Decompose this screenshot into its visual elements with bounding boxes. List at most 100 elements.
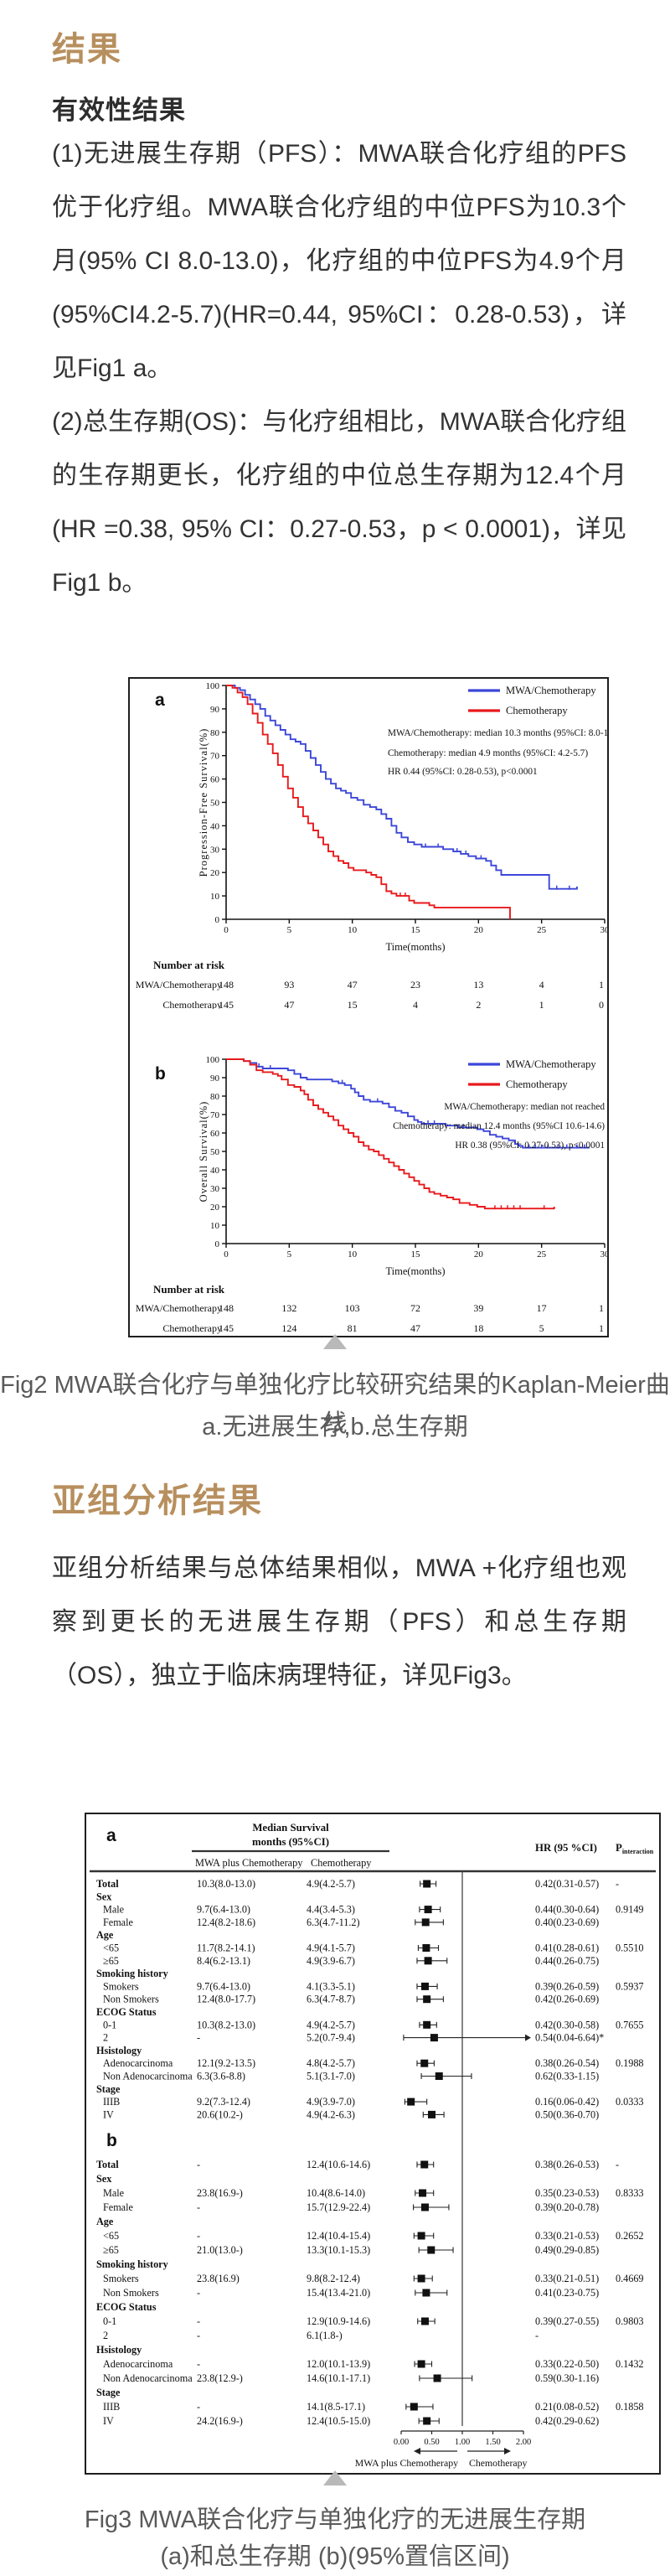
svg-text:12.9(10.9-14.6): 12.9(10.9-14.6) [307,2315,370,2327]
svg-text:4: 4 [539,979,544,991]
svg-text:80: 80 [210,728,220,738]
svg-text:12.1(9.2-13.5): 12.1(9.2-13.5) [197,2057,255,2069]
svg-text:20.6(10.2-): 20.6(10.2-) [197,2108,243,2120]
svg-text:Male: Male [103,2187,124,2199]
svg-text:b: b [155,1064,166,1084]
svg-text:15.4(13.4-21.0): 15.4(13.4-21.0) [307,2287,370,2299]
fig2-caption-line2: a.无进展生存,b.总生存期 [202,1414,468,1441]
svg-text:Progression-Free Survival(%): Progression-Free Survival(%) [198,728,209,877]
svg-text:0.49(0.29-0.85): 0.49(0.29-0.85) [535,2244,599,2256]
svg-text:-: - [616,2159,619,2170]
svg-text:0: 0 [224,925,229,935]
svg-text:MWA/Chemotherapy: median not r: MWA/Chemotherapy: median not reached [444,1102,605,1112]
svg-text:0.42(0.29-0.62): 0.42(0.29-0.62) [535,2415,599,2427]
svg-text:14.1(8.5-17.1): 14.1(8.5-17.1) [307,2401,365,2413]
svg-text:IV: IV [103,2415,114,2427]
svg-text:5.1(3.1-7.0): 5.1(3.1-7.0) [307,2071,355,2082]
svg-text:-: - [197,2230,200,2242]
svg-text:0.1988: 0.1988 [616,2057,644,2069]
svg-text:0.42(0.31-0.57): 0.42(0.31-0.57) [535,1878,599,1890]
svg-text:a: a [106,1826,116,1845]
svg-text:39: 39 [473,1302,483,1314]
svg-text:MWA plus Chemotherapy: MWA plus Chemotherapy [195,1857,303,1869]
svg-text:12.4(8.0-17.7): 12.4(8.0-17.7) [197,1994,255,2005]
svg-text:47: 47 [410,1322,420,1334]
paragraph-subgroup: 亚组分析结果与总体结果相似，MWA +化疗组也观察到更长的无进展生存期（PFS）… [52,1554,626,1689]
fig3-caption-line2: (a)和总生存期 (b)(95%置信区间) [160,2543,510,2570]
svg-text:MWA/Chemotherapy: MWA/Chemotherapy [506,685,596,696]
svg-text:0.39(0.20-0.78): 0.39(0.20-0.78) [535,2201,599,2213]
svg-text:Hsistology: Hsistology [96,2045,142,2056]
svg-text:72: 72 [410,1302,420,1314]
svg-text:5: 5 [287,925,292,935]
svg-text:4.4(3.4-5.3): 4.4(3.4-5.3) [307,1904,355,1916]
svg-text:0-1: 0-1 [103,2315,116,2327]
svg-text:Pinteraction: Pinteraction [616,1842,654,1855]
svg-text:Non Adenocarcinoma: Non Adenocarcinoma [103,2071,193,2082]
svg-text:Female: Female [103,1916,133,1928]
svg-text:60: 60 [210,775,220,785]
svg-text:6.3(3.6-8.8): 6.3(3.6-8.8) [197,2071,245,2082]
svg-text:Stage: Stage [96,2387,121,2398]
svg-text:145: 145 [219,999,234,1009]
paragraph-pfs: (1)无进展生存期（PFS）：MWA联合化疗组的PFS优于化疗组。MWA联合化疗… [52,140,626,382]
svg-text:0.00: 0.00 [394,2438,409,2447]
svg-text:0.33(0.21-0.53): 0.33(0.21-0.53) [535,2230,599,2242]
svg-text:Stage: Stage [96,2083,121,2095]
svg-text:30: 30 [600,925,608,935]
svg-text:0.1432: 0.1432 [616,2358,644,2370]
svg-text:0.9803: 0.9803 [616,2315,644,2327]
svg-text:HR 0.44 (95%CI: 0.28-0.53), p<: HR 0.44 (95%CI: 0.28-0.53), p<0.0001 [388,767,538,777]
svg-text:0.38(0.26-0.54): 0.38(0.26-0.54) [535,2057,599,2069]
svg-text:Chemotherapy: Chemotherapy [506,1079,568,1090]
svg-text:1.00: 1.00 [455,2438,470,2447]
svg-text:30: 30 [210,1184,220,1194]
svg-text:-: - [197,2287,200,2299]
svg-text:0.42(0.26-0.69): 0.42(0.26-0.69) [535,1994,599,2005]
svg-text:Chemotherapy: median 4.9 month: Chemotherapy: median 4.9 months (95%CI: … [388,748,588,758]
fig3-caption-line1: Fig3 MWA联合化疗与单独化疗的无进展生存期 [84,2506,586,2533]
svg-text:8.4(6.2-13.1): 8.4(6.2-13.1) [197,1955,250,1967]
svg-text:0.50(0.36-0.70): 0.50(0.36-0.70) [535,2108,599,2120]
svg-text:Non Adenocarcinoma: Non Adenocarcinoma [103,2372,193,2384]
svg-text:Non Smokers: Non Smokers [103,2287,159,2299]
svg-text:10: 10 [210,892,220,902]
svg-text:2.00: 2.00 [516,2438,531,2447]
svg-text:0.42(0.30-0.58): 0.42(0.30-0.58) [535,2019,599,2030]
svg-text:14.6(10.1-17.1): 14.6(10.1-17.1) [307,2372,370,2384]
svg-text:Male: Male [103,1904,124,1916]
svg-text:5: 5 [287,1249,292,1260]
svg-text:9.7(6.4-13.0): 9.7(6.4-13.0) [197,1904,250,1916]
svg-text:24.2(16.9-): 24.2(16.9-) [197,2415,243,2427]
svg-text:6.1(1.8-): 6.1(1.8-) [307,2330,343,2341]
svg-text:4.8(4.2-5.7): 4.8(4.2-5.7) [307,2057,355,2069]
svg-text:12.0(10.1-13.9): 12.0(10.1-13.9) [307,2358,370,2370]
svg-text:0.62(0.33-1.15): 0.62(0.33-1.15) [535,2071,599,2082]
svg-text:23.8(16.9): 23.8(16.9) [197,2273,240,2284]
svg-text:81: 81 [348,1322,358,1334]
collapse-arrow-icon [323,1334,347,1349]
svg-text:4.9(3.9-6.7): 4.9(3.9-6.7) [307,1955,355,1967]
svg-text:0.54(0.04-6.64)*: 0.54(0.04-6.64)* [535,2032,604,2044]
svg-text:0.35(0.23-0.53): 0.35(0.23-0.53) [535,2187,599,2199]
svg-text:-: - [197,2032,200,2044]
svg-text:0: 0 [215,915,220,925]
svg-text:MWA plus Chemotherapy: MWA plus Chemotherapy [355,2457,458,2469]
svg-text:0-1: 0-1 [103,2019,116,2030]
svg-text:0.7655: 0.7655 [616,2019,644,2030]
svg-text:ECOG Status: ECOG Status [96,2006,157,2018]
svg-text:-: - [535,2330,539,2341]
svg-text:5: 5 [539,1322,544,1334]
svg-text:4: 4 [413,999,418,1009]
svg-text:13.3(10.1-15.3): 13.3(10.1-15.3) [307,2244,370,2256]
svg-text:0.38(0.26-0.53): 0.38(0.26-0.53) [535,2159,599,2170]
svg-text:0.21(0.08-0.52): 0.21(0.08-0.52) [535,2401,599,2413]
svg-text:HR (95 %CI): HR (95 %CI) [535,1842,597,1854]
svg-text:Chemotherapy: Chemotherapy [162,1322,222,1334]
svg-text:0.9149: 0.9149 [616,1904,644,1916]
subgroup-section-title: 亚组分析结果 [52,1482,263,1519]
svg-text:47: 47 [284,999,294,1009]
svg-text:Smokers: Smokers [103,1980,139,1992]
subgroup-paragraphs: 亚组分析结果与总体结果相似，MWA +化疗组也观察到更长的无进展生存期（PFS）… [52,1542,626,1703]
svg-text:0.1858: 0.1858 [616,2401,644,2413]
